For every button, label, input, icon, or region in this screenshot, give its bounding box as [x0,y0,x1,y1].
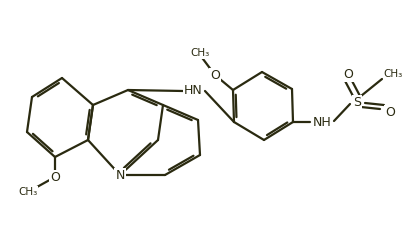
Text: O: O [385,106,395,119]
Text: O: O [50,171,60,184]
Text: HN: HN [183,83,202,97]
Text: CH₃: CH₃ [18,187,38,197]
Text: NH: NH [313,116,331,128]
Text: O: O [343,67,353,80]
Text: O: O [210,68,220,81]
Text: CH₃: CH₃ [190,48,210,58]
Text: CH₃: CH₃ [384,69,403,79]
Text: S: S [353,96,361,109]
Text: N: N [115,169,125,182]
